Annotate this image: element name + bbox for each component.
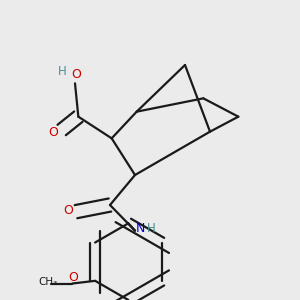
Text: O: O xyxy=(68,271,78,284)
Text: H: H xyxy=(58,65,67,78)
Text: O: O xyxy=(72,68,82,82)
Text: O: O xyxy=(48,126,58,139)
Text: CH₃: CH₃ xyxy=(38,277,58,287)
Text: H: H xyxy=(147,221,155,235)
Text: N: N xyxy=(135,221,145,235)
Text: O: O xyxy=(64,203,74,217)
